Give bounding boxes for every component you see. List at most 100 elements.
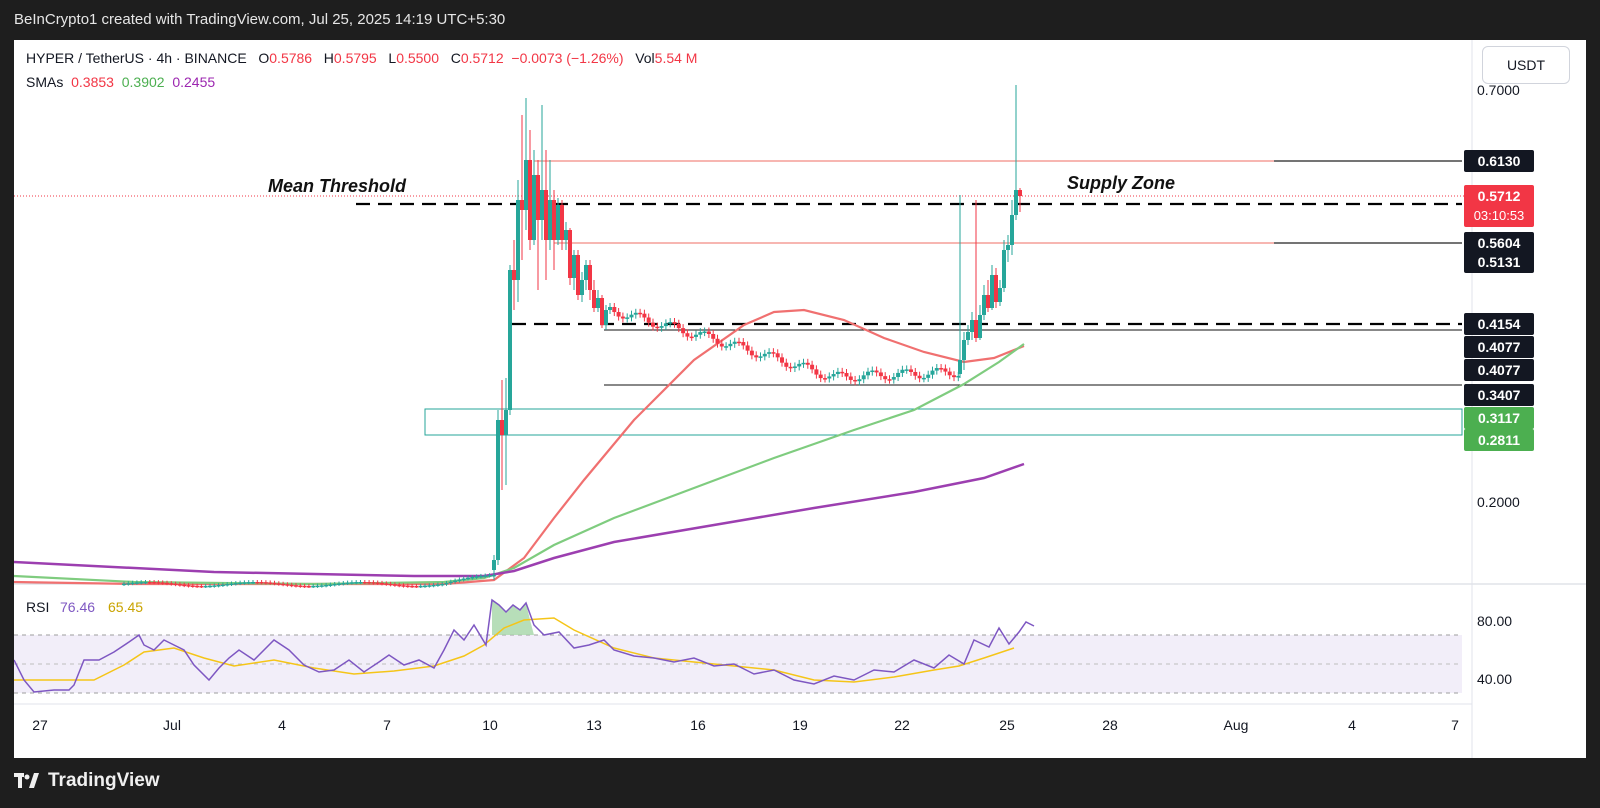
time-tick: 7 [383, 717, 391, 733]
candle-body [414, 585, 419, 588]
symbol-legend: HYPER / TetherUS · 4h · BINANCE O0.5786 … [26, 50, 698, 66]
candle-body [962, 340, 966, 360]
candle-body [982, 295, 986, 315]
candle-body [1006, 245, 1010, 250]
candle-body [780, 357, 784, 363]
chart-svg[interactable]: Mean Threshold Supply Zone RSI 76.46 65.… [14, 40, 1586, 758]
price-label-box [1464, 407, 1534, 429]
candle-body [814, 369, 819, 375]
candle-body [681, 328, 686, 334]
brand-bar: TradingView [0, 758, 1600, 808]
candle-body [263, 582, 268, 584]
candle-body [556, 205, 560, 240]
candle-body [315, 585, 320, 588]
candle-body [130, 582, 135, 585]
candle-body [694, 334, 698, 337]
candle-body [122, 583, 126, 586]
candle-body [466, 577, 470, 580]
candle-body [190, 585, 195, 587]
candle-body [362, 582, 367, 584]
candle-body [711, 333, 716, 339]
candle-body [672, 322, 677, 324]
candle-body [341, 583, 346, 585]
candle-body [840, 371, 845, 374]
rsi-tick-40: 40.00 [1477, 671, 1512, 687]
candle-body [160, 582, 165, 584]
time-tick: 10 [482, 717, 498, 733]
currency-selector[interactable]: USDT [1482, 46, 1570, 84]
candle-body [453, 580, 458, 583]
symbol-title: HYPER / TetherUS · 4h · BINANCE [26, 50, 247, 66]
candle-body [651, 322, 655, 327]
candle-body [229, 583, 234, 586]
candle-body [978, 315, 982, 338]
candle-body [663, 323, 668, 327]
candle-body [974, 320, 978, 338]
candle-body [276, 583, 281, 585]
candle-body [147, 582, 152, 584]
candle-body [732, 341, 737, 344]
candle-body [182, 584, 187, 587]
candle-body [496, 420, 500, 560]
time-tick: 4 [278, 717, 286, 733]
candle-body [216, 585, 221, 587]
candle-body [143, 582, 148, 584]
candle-body [956, 375, 961, 378]
volume-value: 5.54 M [654, 50, 698, 66]
candle-body [289, 584, 294, 587]
candle-body [349, 582, 354, 584]
countdown-label: 03:10:53 [1474, 208, 1525, 223]
candle-body [801, 362, 806, 365]
candle-body [540, 190, 544, 220]
candle-body [516, 200, 520, 280]
time-tick: 19 [792, 717, 808, 733]
candle-body [994, 275, 998, 302]
candle-body [524, 160, 528, 210]
price-label: 0.5712 [1478, 188, 1521, 204]
price-label: 0.6130 [1478, 153, 1521, 169]
price-label-box [1464, 429, 1534, 451]
sma-value-1: 0.3853 [71, 74, 114, 90]
candle-body [474, 576, 479, 578]
candle-body [384, 583, 389, 585]
candle-body [126, 583, 131, 585]
candle-body [646, 317, 651, 323]
candle-body [870, 370, 875, 373]
candle-body [797, 363, 802, 367]
candle-body [418, 585, 423, 588]
price-label-box [1464, 232, 1534, 254]
candle-body [508, 270, 512, 410]
low-value: 0.5500 [396, 50, 440, 66]
candle-body [952, 375, 956, 378]
candle-body [444, 582, 449, 585]
candle-body [225, 584, 230, 586]
candle-body [883, 376, 888, 380]
candle-body [758, 356, 763, 358]
candle-body [572, 255, 576, 278]
candle-body [958, 360, 962, 374]
candle-body [285, 584, 290, 586]
candle-body [604, 310, 608, 325]
candle-body [792, 366, 797, 369]
tradingview-logo[interactable]: TradingView [14, 770, 160, 792]
candle-body [220, 584, 225, 587]
chart-card[interactable]: HYPER / TetherUS · 4h · BINANCE O0.5786 … [14, 40, 1586, 758]
candle-body [306, 585, 311, 588]
candle-body [741, 342, 746, 346]
candle-body [528, 160, 532, 240]
candle-body [642, 313, 647, 318]
rsi-value-2: 65.45 [108, 599, 143, 615]
time-tick: 4 [1348, 717, 1356, 733]
candle-body [917, 375, 922, 379]
close-value: 0.5712 [460, 50, 504, 66]
candle-body [775, 353, 780, 358]
candle-body [281, 583, 286, 586]
candle-body [588, 265, 592, 290]
candle-body [612, 306, 617, 313]
candle-body [272, 582, 277, 585]
candle-body [745, 345, 750, 351]
candle-body [401, 585, 406, 587]
price-label-box [1464, 313, 1534, 335]
candle-body [896, 372, 901, 378]
time-tick: Jul [163, 717, 181, 733]
